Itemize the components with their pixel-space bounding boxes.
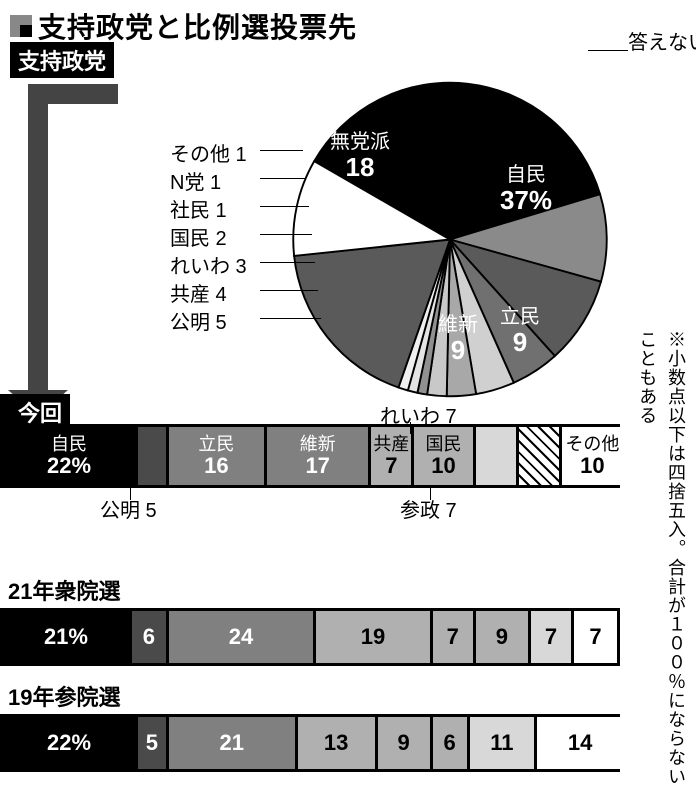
bar-seg-x: [476, 427, 519, 485]
bar-seg-立民: 立民16: [169, 427, 267, 485]
bar-seg-9: 9: [476, 611, 531, 663]
bar-seg-21: 21: [169, 717, 298, 769]
bar-seg-5: 5: [138, 717, 169, 769]
bar-seg-14: 14: [537, 717, 623, 769]
pie-leader-1: その他 1: [170, 138, 247, 167]
bar-seg-19: 19: [316, 611, 433, 663]
callout-1: 公明 5: [100, 494, 157, 523]
pie-leader-0: 答えない 10: [628, 26, 696, 55]
bar-seg-24: 24: [169, 611, 316, 663]
bar-seg-13: 13: [298, 717, 378, 769]
pie-leader-6: 共産 4: [170, 278, 227, 307]
callout-line-0: [410, 422, 411, 434]
bar-seg-6: 6: [132, 611, 169, 663]
side-note: ※小数点以下は四捨五入。合計が１００％にならないこともある: [632, 330, 690, 800]
bar-seg-自民: 自民22%: [3, 427, 138, 485]
pie-leader-line-7: [260, 318, 321, 319]
pie-leader-4: 国民 2: [170, 222, 227, 251]
stacked-bar-19: 22%52113961114: [0, 714, 620, 772]
pie-leader-line-2: [260, 178, 306, 179]
bar-group-21: 21年衆院選 21%624197977: [0, 574, 620, 666]
stacked-bar-21: 21%624197977: [0, 608, 620, 666]
page-root: 支持政党と比例選投票先 支持政党 自民37%立民9維新9無党派18 答えない 1…: [0, 0, 696, 800]
callout-line-1: [130, 488, 131, 500]
pie-label-維新: 維新9: [408, 314, 508, 365]
callout-line-2: [430, 488, 431, 500]
callout-0: れいわ 7: [380, 400, 457, 429]
pie-leader-line-1: [260, 150, 303, 151]
pie-leader-2: N党 1: [170, 166, 221, 195]
pie-leader-line-3: [260, 206, 309, 207]
pie-leader-line-5: [260, 262, 315, 263]
pie-leader-5: れいわ 3: [170, 250, 247, 279]
bar-seg-国民: 国民10: [414, 427, 475, 485]
bar-seg-7: 7: [574, 611, 617, 663]
bar-seg-9: 9: [378, 717, 433, 769]
bar-seg-共産: 共産7: [371, 427, 414, 485]
bar-seg-7: 7: [531, 611, 574, 663]
bar-group-19: 19年参院選 22%52113961114: [0, 680, 620, 772]
bar-group-now: れいわ 7公明 5参政 7 自民22%立民16維新17共産7国民10その他10: [0, 424, 620, 488]
bar-seg-x: [138, 427, 169, 485]
title-marker-icon: [10, 15, 32, 37]
pie-label-無党派: 無党派18: [310, 131, 410, 182]
callout-2: 参政 7: [400, 494, 457, 523]
pie-label-自民: 自民37%: [476, 164, 576, 215]
badge-shiji-seito: 支持政党: [10, 42, 114, 78]
bar-seg-22%: 22%: [3, 717, 138, 769]
pie-leader-line-6: [260, 290, 318, 291]
bar-seg-6: 6: [433, 717, 470, 769]
pie-leader-line-0: [588, 50, 628, 51]
stacked-bar-now: 自民22% 立民16維新17共産7国民10 その他10: [0, 424, 620, 488]
label-19: 19年参院選: [0, 680, 620, 712]
bar-seg-11: 11: [470, 717, 538, 769]
pie-leader-line-4: [260, 234, 312, 235]
bar-seg-その他: その他10: [562, 427, 623, 485]
arrow-vertical: [28, 84, 48, 394]
label-21: 21年衆院選: [0, 574, 620, 606]
bar-seg-x: [519, 427, 562, 485]
bar-seg-21%: 21%: [3, 611, 132, 663]
pie-leader-7: 公明 5: [170, 306, 227, 335]
bar-seg-維新: 維新17: [267, 427, 371, 485]
bar-seg-7: 7: [433, 611, 476, 663]
pie-chart: 自民37%立民9維新9無党派18 答えない 10その他 1N党 1社民 1国民 …: [280, 40, 620, 380]
pie-leader-3: 社民 1: [170, 194, 227, 223]
